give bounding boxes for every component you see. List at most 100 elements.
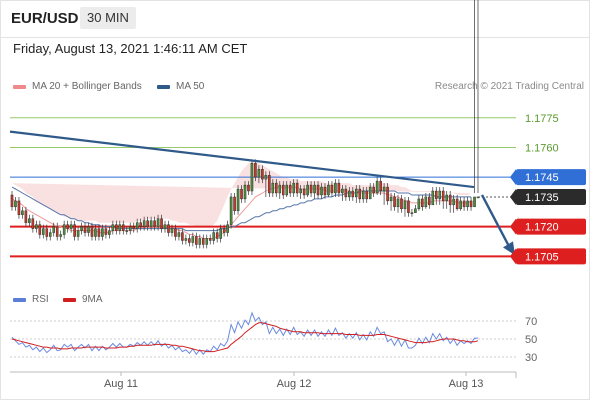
candle bbox=[288, 181, 292, 197]
candle bbox=[341, 185, 344, 201]
candle-body bbox=[87, 226, 90, 233]
candle-body bbox=[476, 196, 480, 199]
rsi-swatch bbox=[13, 297, 26, 302]
candle-body bbox=[344, 188, 348, 198]
candle bbox=[261, 165, 264, 184]
candle-body bbox=[80, 226, 83, 231]
candle-body bbox=[247, 184, 250, 192]
rsi-panel: 70 50 30 bbox=[10, 311, 537, 364]
candle bbox=[101, 224, 104, 241]
candle-body bbox=[431, 190, 435, 206]
candle-body bbox=[323, 186, 327, 196]
candle-body bbox=[243, 184, 247, 200]
candle bbox=[229, 192, 233, 229]
candle-body bbox=[219, 228, 222, 239]
candle-body bbox=[281, 184, 285, 196]
candle bbox=[226, 220, 229, 237]
candle-body bbox=[142, 220, 146, 227]
candle-body bbox=[309, 184, 313, 194]
candle bbox=[441, 187, 445, 209]
ma9-label: 9MA bbox=[82, 294, 103, 305]
candle bbox=[139, 218, 142, 231]
candle bbox=[111, 220, 115, 235]
candle-body bbox=[379, 180, 382, 192]
time-tick-label: Aug 13 bbox=[449, 378, 484, 390]
level-label-1.1745: 1.1745 bbox=[525, 172, 559, 184]
candle-body bbox=[341, 188, 344, 194]
candle-body bbox=[73, 224, 76, 237]
candle bbox=[132, 222, 135, 233]
candle-body bbox=[28, 218, 31, 223]
rsi-tick-70: 70 bbox=[525, 316, 537, 328]
candle-body bbox=[428, 196, 431, 206]
chart-header: EUR/USD 30 MIN bbox=[0, 0, 590, 38]
candle bbox=[358, 185, 362, 203]
candle-body bbox=[195, 236, 198, 245]
timeframe-button[interactable]: 30 MIN bbox=[80, 7, 136, 29]
candle-body bbox=[167, 224, 170, 233]
candle bbox=[52, 222, 56, 237]
candle-body bbox=[170, 228, 174, 233]
candle-body bbox=[38, 224, 42, 235]
candle-body bbox=[139, 222, 142, 227]
candle-body bbox=[462, 200, 466, 208]
candle bbox=[348, 187, 351, 201]
candle-body bbox=[42, 228, 45, 235]
candle bbox=[393, 192, 396, 211]
candle-body bbox=[101, 228, 104, 237]
candle bbox=[459, 196, 462, 211]
candle bbox=[76, 226, 80, 241]
candle bbox=[28, 214, 31, 227]
candle bbox=[403, 196, 407, 217]
candle-body bbox=[76, 230, 80, 237]
candle bbox=[462, 196, 466, 211]
candle-body bbox=[226, 224, 229, 233]
candle bbox=[368, 183, 372, 200]
candle bbox=[417, 194, 421, 211]
candle bbox=[355, 185, 358, 203]
candle bbox=[302, 185, 306, 199]
candle-body bbox=[250, 163, 254, 192]
candle bbox=[149, 216, 153, 231]
candle bbox=[375, 177, 379, 195]
candle bbox=[306, 181, 309, 197]
level-label-1.1760: 1.1760 bbox=[525, 142, 559, 154]
candle-body bbox=[358, 188, 362, 200]
rsi-tick-50: 50 bbox=[525, 334, 537, 346]
candle-body bbox=[316, 184, 320, 196]
level-badge-tip-1.1735 bbox=[510, 188, 516, 205]
candle-body bbox=[62, 224, 66, 235]
candle-body bbox=[55, 226, 59, 237]
candle bbox=[389, 192, 393, 211]
candle bbox=[351, 187, 355, 201]
candle bbox=[90, 222, 94, 241]
candle bbox=[247, 181, 250, 195]
candle bbox=[195, 232, 198, 249]
candle-body bbox=[205, 238, 209, 245]
candle-body bbox=[264, 174, 268, 180]
candle-body bbox=[90, 226, 94, 237]
level-badge-1.1745 bbox=[516, 169, 586, 186]
bollinger-band bbox=[12, 161, 471, 227]
candle-body bbox=[421, 198, 424, 208]
candle bbox=[473, 0, 476, 208]
candle-body bbox=[52, 226, 56, 233]
candle-body bbox=[334, 182, 337, 194]
candle-body bbox=[257, 169, 261, 178]
candle bbox=[17, 196, 21, 219]
candle bbox=[281, 181, 285, 199]
candle-body bbox=[337, 182, 341, 194]
candle bbox=[316, 181, 320, 199]
candle-body bbox=[198, 238, 202, 245]
candle-body bbox=[240, 188, 243, 200]
rsi-ma9-line bbox=[11, 322, 479, 353]
candles bbox=[10, 0, 480, 249]
candle bbox=[66, 220, 69, 233]
candle bbox=[125, 226, 129, 235]
candle bbox=[295, 179, 299, 197]
candle bbox=[73, 220, 76, 241]
candle bbox=[153, 216, 156, 231]
candle bbox=[208, 234, 212, 245]
candle-body bbox=[424, 196, 428, 208]
